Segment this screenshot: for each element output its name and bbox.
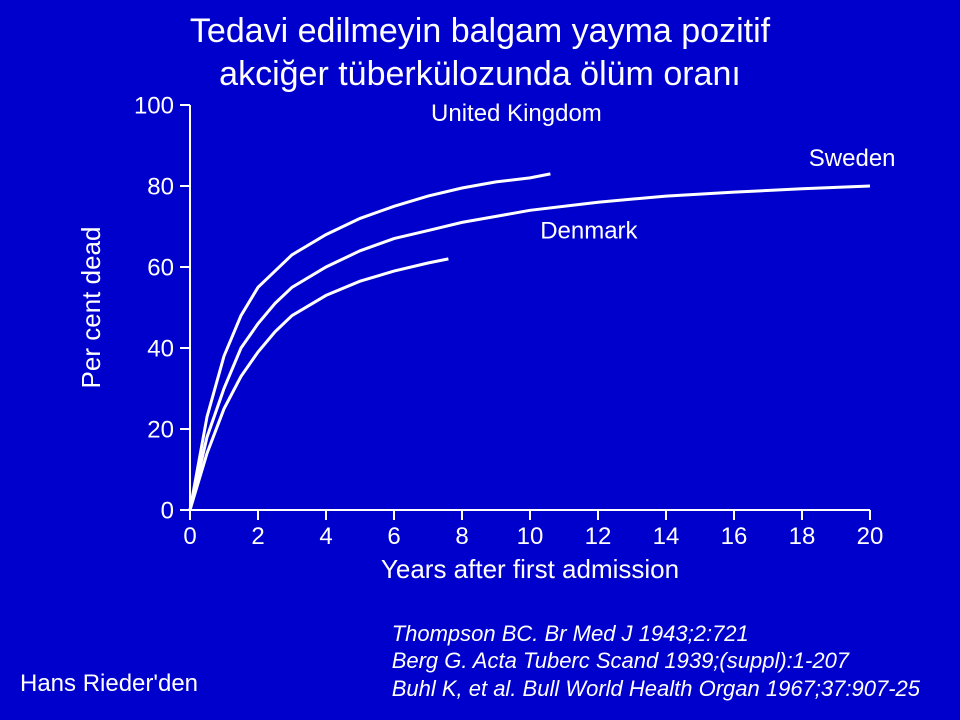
svg-text:Denmark: Denmark [540,218,638,245]
svg-text:2: 2 [251,523,264,550]
svg-text:4: 4 [319,523,332,550]
svg-text:80: 80 [147,173,174,200]
svg-text:18: 18 [789,523,816,550]
citations-block: Thompson BC. Br Med J 1943;2:721 Berg G.… [392,620,920,703]
svg-text:United Kingdom: United Kingdom [431,100,602,127]
svg-text:0: 0 [161,497,174,524]
svg-text:Years after first admission: Years after first admission [381,554,679,584]
svg-text:100: 100 [134,92,174,119]
citation-line: Berg G. Acta Tuberc Scand 1939;(suppl):1… [392,647,920,675]
svg-text:12: 12 [585,523,612,550]
svg-text:14: 14 [653,523,680,550]
svg-text:0: 0 [183,523,196,550]
svg-text:8: 8 [455,523,468,550]
svg-text:20: 20 [857,523,884,550]
svg-text:20: 20 [147,416,174,443]
svg-text:10: 10 [517,523,544,550]
svg-text:40: 40 [147,335,174,362]
svg-text:6: 6 [387,523,400,550]
citation-line: Thompson BC. Br Med J 1943;2:721 [392,620,920,648]
citation-line: Buhl K, et al. Bull World Health Organ 1… [392,675,920,703]
svg-text:60: 60 [147,254,174,281]
svg-text:Sweden: Sweden [809,145,896,172]
svg-text:Per cent dead: Per cent dead [76,227,106,389]
credits-text: Hans Rieder'den [20,670,198,698]
svg-text:16: 16 [721,523,748,550]
